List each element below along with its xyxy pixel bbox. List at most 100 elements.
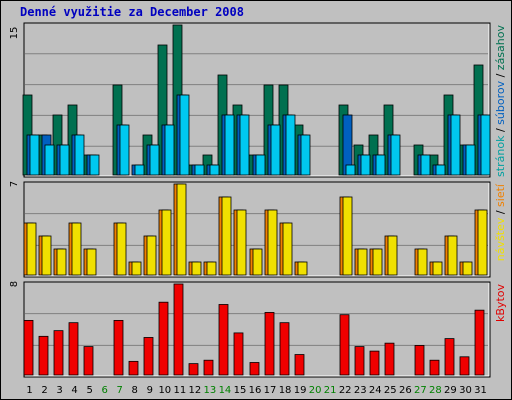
bar-stránok-25 <box>390 134 401 176</box>
bar-stránok-13 <box>209 164 220 176</box>
x-tick-label: 30 <box>459 385 472 396</box>
x-tick-label: 9 <box>147 385 153 396</box>
bar-stránok-2 <box>44 144 55 176</box>
x-tick-label: 12 <box>189 385 202 396</box>
bar-stránok-29 <box>450 114 461 176</box>
bar-kBytov-5 <box>83 346 94 376</box>
x-tick-label: 24 <box>369 385 382 396</box>
x-tick-label: 22 <box>339 385 352 396</box>
panel-2: 7 návštev / sietí <box>9 181 507 278</box>
panel-side-legend: návštev / sietí <box>494 183 507 261</box>
bar-návštev-10 <box>161 209 172 276</box>
bar-stránok-12 <box>194 164 205 176</box>
side-legend-part: stránok <box>494 135 507 177</box>
bar-návštev-15 <box>236 209 247 276</box>
bar-návštev-17 <box>267 209 278 276</box>
bar-kBytov-24 <box>369 350 380 376</box>
bar-návštev-30 <box>462 261 473 276</box>
y-max-tick-label: 7 <box>9 181 20 187</box>
bar-kBytov-2 <box>38 335 49 376</box>
bar-stránok-8 <box>134 164 145 176</box>
x-tick-label: 19 <box>294 385 307 396</box>
bar-kBytov-8 <box>128 360 139 376</box>
side-legend-part: kBytov <box>494 284 507 322</box>
bar-stránok-5 <box>89 154 100 176</box>
bar-návštev-16 <box>252 248 263 276</box>
bar-kBytov-7 <box>113 319 124 376</box>
panel-frame <box>23 22 491 178</box>
bar-návštev-12 <box>191 261 202 276</box>
bar-kBytov-22 <box>339 314 350 376</box>
bar-návštev-3 <box>56 248 67 276</box>
bar-kBytov-25 <box>384 342 395 376</box>
x-tick-label: 13 <box>204 385 217 396</box>
panel-1: 15 stránok / súborov / zásahov <box>9 22 507 178</box>
bar-kBytov-18 <box>279 322 290 376</box>
bar-kBytov-31 <box>474 309 485 376</box>
bar-stránok-11 <box>179 94 190 176</box>
bar-návštev-2 <box>41 235 52 276</box>
bar-návštev-27 <box>417 248 428 276</box>
x-tick-label: 4 <box>71 385 77 396</box>
bar-návštev-29 <box>447 235 458 276</box>
panel-3: 8 kBytov <box>9 281 507 378</box>
bar-stránok-4 <box>74 134 85 176</box>
x-tick-label: 16 <box>249 385 262 396</box>
side-legend-part: / <box>494 207 507 218</box>
bar-stránok-9 <box>149 144 160 176</box>
bar-stránok-14 <box>224 114 235 176</box>
bar-kBytov-16 <box>249 362 260 376</box>
bar-stránok-18 <box>285 114 296 176</box>
bar-návštev-31 <box>477 209 488 276</box>
bar-návštev-13 <box>206 261 217 276</box>
x-tick-label: 14 <box>219 385 232 396</box>
x-tick-label: 10 <box>158 385 171 396</box>
bar-kBytov-10 <box>158 301 169 376</box>
side-legend-part: návštev <box>494 217 507 261</box>
bar-návštev-7 <box>116 222 127 276</box>
bar-návštev-18 <box>282 222 293 276</box>
panel-side-legend: kBytov <box>494 284 507 322</box>
bar-kBytov-23 <box>354 346 365 376</box>
x-tick-label: 2 <box>41 385 47 396</box>
bar-stránok-19 <box>300 134 311 176</box>
x-tick-label: 18 <box>279 385 292 396</box>
chart-panels: 15 stránok / súborov / zásahov 7 návštev / … <box>9 22 507 378</box>
bar-návštev-23 <box>357 248 368 276</box>
bar-stránok-1 <box>29 134 40 176</box>
bar-návštev-14 <box>221 196 232 276</box>
chart-title: Denné využitie za December 2008 <box>20 5 244 19</box>
y-max-tick-label: 15 <box>9 27 20 40</box>
side-legend-part: / <box>494 70 507 81</box>
bar-kBytov-9 <box>143 337 154 376</box>
x-tick-label: 25 <box>384 385 397 396</box>
panel-side-legend: stránok / súborov / zásahov <box>494 25 507 177</box>
bar-stránok-31 <box>480 114 491 176</box>
x-tick-label: 5 <box>86 385 92 396</box>
x-tick-label: 23 <box>354 385 367 396</box>
bar-stránok-16 <box>255 154 266 176</box>
bar-návštev-19 <box>297 261 308 276</box>
bar-stránok-24 <box>375 154 386 176</box>
bar-kBytov-11 <box>173 283 184 376</box>
bar-stránok-22 <box>345 164 356 176</box>
bar-návštev-28 <box>432 261 443 276</box>
bar-kBytov-14 <box>218 304 229 376</box>
bar-stránok-17 <box>270 124 281 176</box>
bar-stránok-30 <box>465 144 476 176</box>
x-tick-label: 21 <box>324 385 337 396</box>
bar-kBytov-12 <box>188 363 199 376</box>
bar-kBytov-15 <box>233 332 244 376</box>
x-tick-label: 15 <box>234 385 247 396</box>
bar-kBytov-27 <box>414 345 425 376</box>
bar-kBytov-30 <box>459 356 470 376</box>
bar-kBytov-19 <box>294 354 305 376</box>
bar-stránok-7 <box>119 124 130 176</box>
x-tick-label: 27 <box>414 385 427 396</box>
side-legend-part: zásahov <box>494 25 507 71</box>
bar-návštev-8 <box>131 261 142 276</box>
bar-stránok-3 <box>59 144 70 176</box>
bar-kBytov-1 <box>23 319 34 376</box>
bar-stránok-28 <box>435 164 446 176</box>
